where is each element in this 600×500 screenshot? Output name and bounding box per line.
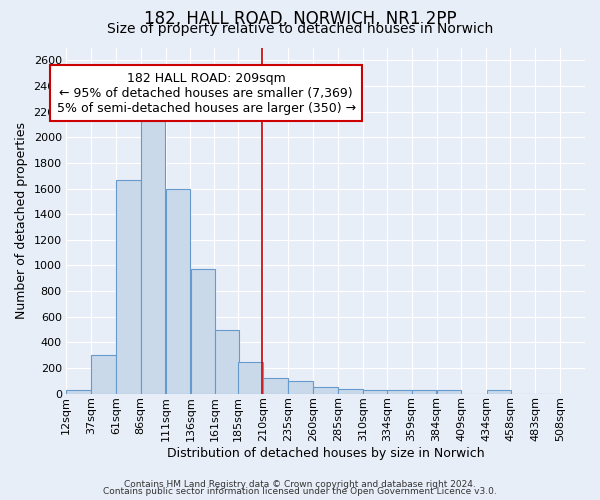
Text: 182 HALL ROAD: 209sqm
← 95% of detached houses are smaller (7,369)
5% of semi-de: 182 HALL ROAD: 209sqm ← 95% of detached … xyxy=(56,72,356,114)
Bar xyxy=(91,355,116,394)
Bar xyxy=(412,390,436,394)
Y-axis label: Number of detached properties: Number of detached properties xyxy=(15,122,28,319)
Bar xyxy=(66,390,91,394)
Bar xyxy=(437,390,461,394)
Bar xyxy=(387,390,412,394)
X-axis label: Distribution of detached houses by size in Norwich: Distribution of detached houses by size … xyxy=(167,447,484,460)
Text: Contains public sector information licensed under the Open Government Licence v3: Contains public sector information licen… xyxy=(103,487,497,496)
Bar xyxy=(288,381,313,394)
Text: Size of property relative to detached houses in Norwich: Size of property relative to detached ho… xyxy=(107,22,493,36)
Bar xyxy=(338,389,362,394)
Bar xyxy=(215,330,239,394)
Bar xyxy=(116,180,140,394)
Bar xyxy=(191,268,215,394)
Text: 182, HALL ROAD, NORWICH, NR1 2PP: 182, HALL ROAD, NORWICH, NR1 2PP xyxy=(143,10,457,28)
Bar xyxy=(166,188,190,394)
Bar xyxy=(263,378,288,394)
Bar xyxy=(363,390,388,394)
Bar xyxy=(141,120,166,394)
Bar xyxy=(238,362,263,394)
Bar xyxy=(487,390,511,394)
Text: Contains HM Land Registry data © Crown copyright and database right 2024.: Contains HM Land Registry data © Crown c… xyxy=(124,480,476,489)
Bar xyxy=(313,388,338,394)
